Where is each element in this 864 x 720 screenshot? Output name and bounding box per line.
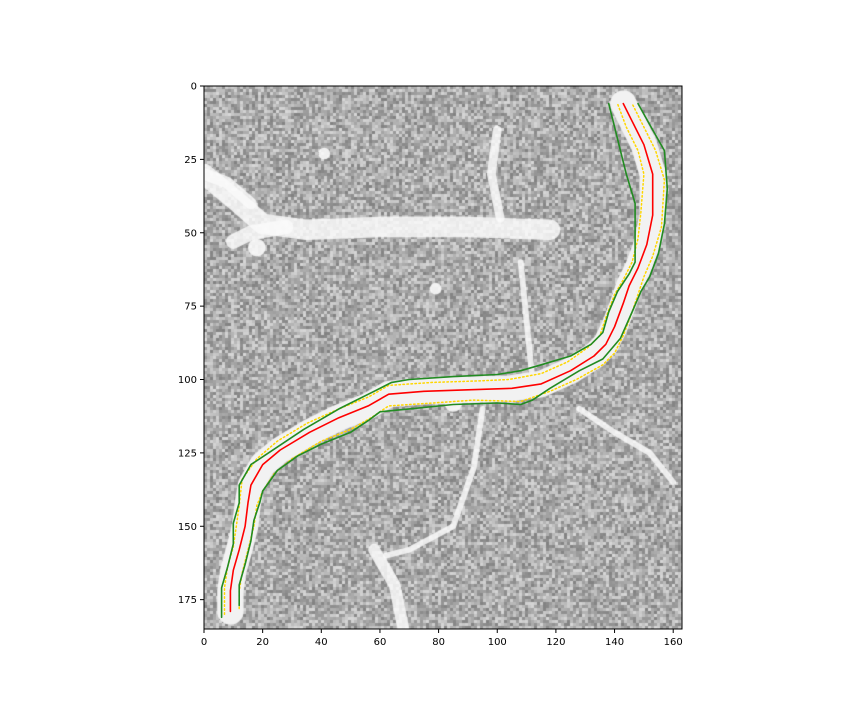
x-tick-label: 20 [256,637,269,648]
x-tick-label: 80 [432,637,445,648]
series-line-0 [229,102,654,613]
line-overlays [220,102,669,619]
x-tick-label: 60 [374,637,387,648]
axes-frame [203,85,683,630]
y-tick-label: 175 [178,595,197,606]
x-tick-label: 40 [315,637,328,648]
x-tick-label: 140 [605,637,624,648]
y-tick-label: 50 [184,228,197,239]
y-tick-label: 125 [178,448,197,459]
x-tick-label: 0 [201,637,207,648]
series-line-1 [223,102,645,616]
x-tick-label: 120 [546,637,565,648]
y-tick-label: 100 [178,375,197,386]
micrograph-image [204,86,682,629]
y-tick-label: 0 [191,82,197,93]
micrograph-raster [204,86,682,629]
y-axis: 0 25 50 75 100 125 150 175 [178,82,204,606]
y-tick-label: 75 [184,302,197,313]
x-tick-label: 100 [488,637,507,648]
x-tick-label: 160 [664,637,683,648]
series-line-3 [220,102,636,619]
y-tick-label: 25 [184,155,197,166]
y-tick-label: 150 [178,522,197,533]
series-line-2 [238,102,666,610]
series-line-4 [238,102,669,607]
x-axis: 0 20 40 60 80 100 120 140 160 [201,629,683,648]
